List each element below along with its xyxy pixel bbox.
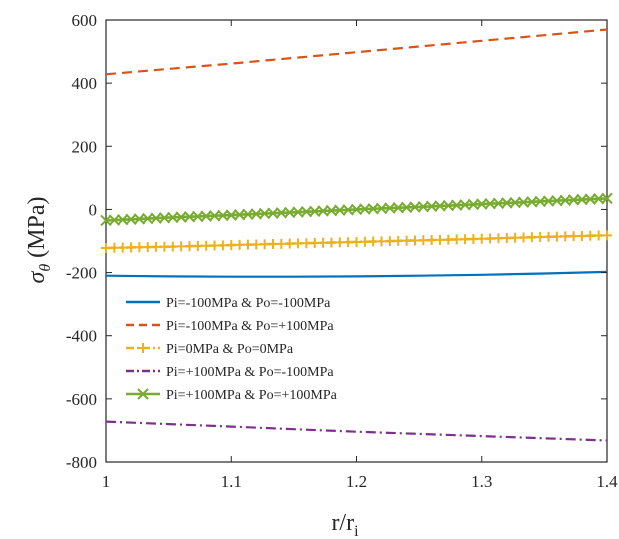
series-3-marker [134,242,145,253]
series-3-marker [109,242,120,253]
series-3-marker [401,235,412,246]
series-3-marker [468,234,479,244]
series-3-marker [326,237,337,248]
series-3-marker [393,235,404,246]
series-3-marker [443,234,454,245]
legend-marker-3 [138,343,148,353]
series-3-marker [359,236,370,247]
legend-box [118,287,408,409]
series-3-marker [242,239,253,250]
legend-marker-5 [137,388,149,400]
axes-layer: -800 -600 -400 -200 0 200 400 600 1 1.1 1.2 1.3 1.4 [66,11,618,491]
series-3-marker [585,230,596,241]
series-3-marker [418,235,429,246]
series-3-marker [535,232,546,243]
series-3-marker [568,231,579,242]
series-3-marker [602,230,612,241]
y-tick-label: 600 [72,11,98,30]
series-3-marker [151,241,162,252]
series-line-1 [105,270,608,278]
x-tick-label: 1.2 [346,472,367,491]
series-3-marker [301,238,312,249]
series-3-marker [485,233,496,244]
y-tick-label: 0 [89,200,98,219]
x-tick-label: 1.1 [221,472,242,491]
series-3-marker [309,238,320,248]
y-axis-label: σθ (MPa) [24,196,54,283]
y-tick-label: 200 [72,137,98,156]
series-3-marker [259,239,270,250]
y-tick-label: -200 [66,264,97,283]
legend-label-3: Pi=0MPa & Po=0MPa [166,342,294,357]
legend-label-4: Pi=+100MPa & Po=-100MPa [166,365,334,380]
series-3-marker [276,238,287,249]
series-3-marker [426,235,437,246]
y-axis-symbol: σ [24,271,50,284]
legend-label-5: Pi=+100MPa & Po=+100MPa [166,388,338,403]
x-tick-label: 1 [102,472,111,491]
series-3-marker [334,237,345,248]
series-3-marker [201,240,212,251]
series-3-marker [551,231,562,242]
x-axis-label-subscript: i [354,523,359,539]
series-3-marker [543,231,554,242]
series-3-marker [126,242,137,253]
series-3-marker [293,238,304,249]
series-3-marker [576,230,587,241]
x-axis-label: r/ri [331,510,359,539]
series-3-marker [376,236,387,247]
series-3-marker [384,236,395,247]
series-3-marker [526,232,537,243]
series-3-marker [343,237,354,248]
series-3-marker [159,241,170,252]
series-line-2 [105,28,608,76]
series-3-marker [284,238,295,249]
series-3-marker [234,239,245,250]
series-3-marker [167,241,178,252]
series-3-marker [593,230,604,241]
y-axis-subscript: θ [37,264,54,272]
x-axis-label-main: r/r [331,510,354,536]
y-tick-label: -600 [66,390,97,409]
y-tick-label: -800 [66,453,97,472]
legend-label-1: Pi=-100MPa & Po=-100MPa [166,296,331,311]
series-3-marker [209,240,220,251]
series-line-4 [105,420,608,442]
series-3-marker [192,240,203,251]
series-3-marker [268,239,278,250]
series-3-marker [476,233,487,244]
series-3-marker [351,236,362,247]
series-3-marker [117,242,128,253]
series-5-marker [601,192,613,205]
series-3-marker [451,234,462,245]
series-3-marker [251,239,262,250]
series-3-marker [226,240,237,251]
legend: Pi=-100MPa & Po=-100MPa Pi=-100MPa & Po=+… [118,287,408,409]
series-3-marker [518,232,529,243]
series-3-marker [217,240,228,251]
series-layer [100,28,613,442]
series-3-marker [493,233,504,244]
x-tick-label: 1.3 [471,472,492,491]
series-3-marker [501,233,512,244]
x-tick-label: 1.4 [596,472,618,491]
series-3-marker [101,242,111,253]
series-3-marker [435,234,445,245]
series-3-marker [510,232,521,243]
y-tick-label: -400 [66,327,97,346]
series-3-marker [142,242,153,253]
series-3-marker [460,234,471,245]
y-axis-unit: (MPa) [24,196,50,257]
y-tick-label: 400 [72,74,98,93]
series-3-marker [176,241,187,252]
series-3-marker [368,236,379,247]
series-3-marker [560,231,571,242]
series-3-marker [318,237,329,248]
series-3-marker [409,235,420,246]
series-3-marker [184,241,195,252]
legend-label-2: Pi=-100MPa & Po=+100MPa [166,319,334,334]
